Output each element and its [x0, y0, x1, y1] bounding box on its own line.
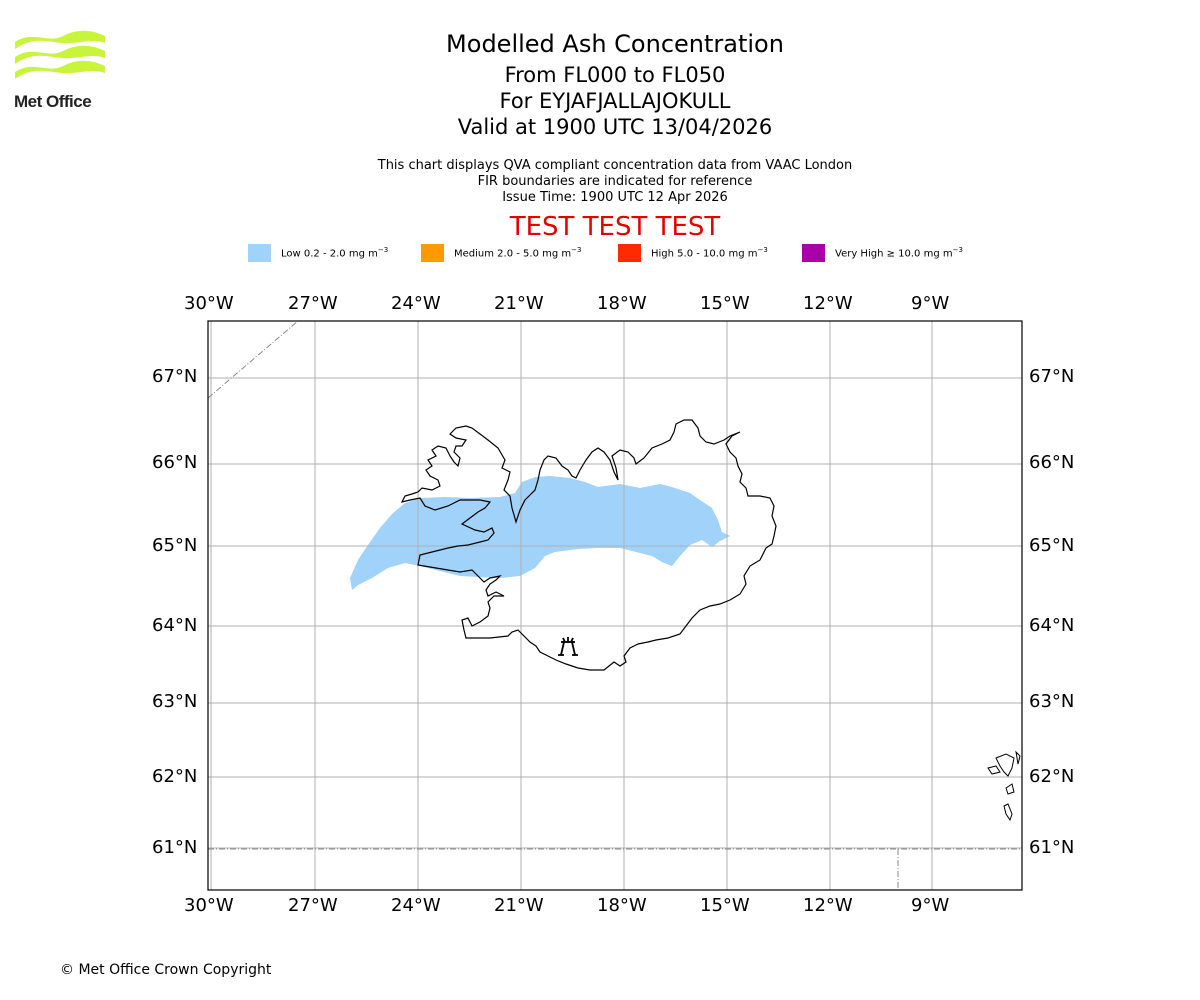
- volcano-name: For EYJAFJALLAJOKULL: [499, 89, 731, 113]
- legend-label-very-high: Very High ≥ 10.0 mg m−3: [835, 246, 963, 260]
- lon-label-bottom-15w: 15°W: [700, 895, 750, 916]
- issue-time: Issue Time: 1900 UTC 12 Apr 2026: [502, 190, 728, 205]
- lat-label-right-67n: 67°N: [1029, 366, 1075, 387]
- legend-swatch-high: [618, 244, 641, 262]
- logo-text: Met Office: [14, 92, 92, 111]
- iceland-coastline: [400, 419, 777, 671]
- lon-label-top-24w: 24°W: [391, 293, 441, 314]
- lat-label-right-66n: 66°N: [1029, 452, 1075, 473]
- volcano-icon: [558, 637, 578, 656]
- lat-label-right-62n: 62°N: [1029, 766, 1075, 787]
- lat-label-left-64n: 64°N: [152, 615, 198, 636]
- chart-title: Modelled Ash Concentration: [446, 30, 784, 58]
- lon-label-top-9w: 9°W: [911, 293, 950, 314]
- lat-label-left-66n: 66°N: [152, 452, 198, 473]
- lat-label-right-65n: 65°N: [1029, 535, 1075, 556]
- legend-item-medium: Medium 2.0 - 5.0 mg m−3: [421, 244, 581, 262]
- lat-label-left-61n: 61°N: [152, 837, 198, 858]
- legend-swatch-low: [248, 244, 271, 262]
- lat-label-left-62n: 62°N: [152, 766, 198, 787]
- lon-label-bottom-9w: 9°W: [911, 895, 950, 916]
- lon-label-bottom-27w: 27°W: [288, 895, 338, 916]
- flight-level-range: From FL000 to FL050: [504, 63, 726, 87]
- lon-label-top-18w: 18°W: [597, 293, 647, 314]
- graticule: [208, 321, 1022, 890]
- fir-boundaries: [208, 321, 1022, 890]
- lon-label-bottom-30w: 30°W: [184, 895, 234, 916]
- legend-swatch-medium: [421, 244, 444, 262]
- legend-label-medium: Medium 2.0 - 5.0 mg m−3: [454, 246, 582, 260]
- legend-label-high: High 5.0 - 10.0 mg m−3: [651, 246, 768, 260]
- lon-label-bottom-24w: 24°W: [391, 895, 441, 916]
- lat-label-right-61n: 61°N: [1029, 837, 1075, 858]
- lat-label-left-63n: 63°N: [152, 691, 198, 712]
- met-office-logo-icon: [15, 30, 105, 79]
- lat-label-left-65n: 65°N: [152, 535, 198, 556]
- legend: Low 0.2 - 2.0 mg m−3 Medium 2.0 - 5.0 mg…: [0, 244, 1200, 264]
- ash-plume-low: [350, 476, 730, 590]
- valid-time: Valid at 1900 UTC 13/04/2026: [457, 115, 773, 139]
- test-banner: TEST TEST TEST: [509, 212, 721, 242]
- legend-item-high: High 5.0 - 10.0 mg m−3: [618, 244, 768, 262]
- description-line-2: FIR boundaries are indicated for referen…: [477, 174, 753, 189]
- lon-label-top-21w: 21°W: [494, 293, 544, 314]
- description-line-1: This chart displays QVA compliant concen…: [377, 158, 853, 173]
- legend-label-low: Low 0.2 - 2.0 mg m−3: [281, 246, 389, 260]
- legend-item-low: Low 0.2 - 2.0 mg m−3: [248, 244, 388, 262]
- lon-label-bottom-21w: 21°W: [494, 895, 544, 916]
- map-frame: [207, 320, 1023, 891]
- lon-label-top-15w: 15°W: [700, 293, 750, 314]
- lon-label-top-12w: 12°W: [803, 293, 853, 314]
- lon-label-top-30w: 30°W: [184, 293, 234, 314]
- legend-item-very-high: Very High ≥ 10.0 mg m−3: [802, 244, 963, 262]
- lon-label-bottom-12w: 12°W: [803, 895, 853, 916]
- lat-label-left-67n: 67°N: [152, 366, 198, 387]
- copyright: © Met Office Crown Copyright: [60, 962, 272, 978]
- faroe-islands: [987, 750, 1021, 822]
- lon-label-bottom-18w: 18°W: [597, 895, 647, 916]
- legend-swatch-very-high: [802, 244, 825, 262]
- lat-label-right-64n: 64°N: [1029, 615, 1075, 636]
- lat-label-right-63n: 63°N: [1029, 691, 1075, 712]
- lon-label-top-27w: 27°W: [288, 293, 338, 314]
